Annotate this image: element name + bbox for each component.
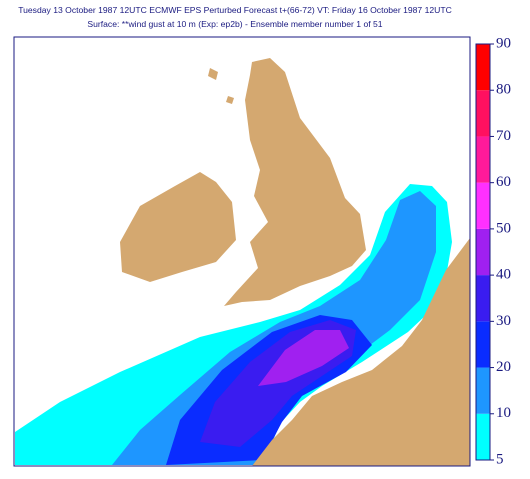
colorbar-label: 90: [496, 35, 511, 51]
colorbar-segment: [476, 44, 490, 91]
colorbar-segment: [476, 367, 490, 414]
colorbar: 5 10 20 30 40 50 60 70 80 90: [475, 35, 511, 467]
colorbar-label: 30: [496, 313, 511, 329]
colorbar-label: 70: [496, 128, 511, 144]
map: [13, 36, 471, 467]
colorbar-segment: [476, 136, 490, 183]
colorbar-label: 40: [496, 267, 511, 283]
colorbar-label: 5: [496, 451, 504, 467]
colorbar-label: 10: [496, 405, 511, 421]
colorbar-segment: [476, 321, 490, 368]
colorbar-label: 60: [496, 174, 511, 190]
colorbar-segment: [476, 228, 490, 276]
colorbar-label: 20: [496, 359, 511, 375]
contour-10: [112, 191, 436, 465]
land: [120, 58, 470, 466]
colorbar-segment: [476, 90, 490, 137]
contour-5: [15, 184, 452, 465]
header-line-2: Surface: **wind gust at 10 m (Exp: ep2b)…: [87, 19, 382, 29]
colorbar-segment: [476, 413, 490, 460]
map-frame: [13, 36, 471, 467]
header-line-1: Tuesday 13 October 1987 12UTC ECMWF EPS …: [18, 5, 452, 15]
colorbar-frame: [475, 43, 491, 461]
colorbar-segment: [476, 182, 490, 229]
colorbar-label: 80: [496, 82, 511, 98]
contour-40: [258, 330, 349, 386]
colorbar-label: 50: [496, 220, 511, 236]
colorbar-segment: [476, 275, 490, 322]
